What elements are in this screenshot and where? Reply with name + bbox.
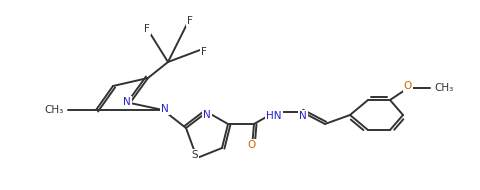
Text: N: N	[123, 97, 131, 107]
Text: S: S	[192, 150, 198, 160]
Text: F: F	[201, 47, 206, 57]
Text: CH₃: CH₃	[433, 83, 452, 93]
Text: HN: HN	[266, 111, 281, 121]
Text: O: O	[247, 140, 255, 150]
Text: F: F	[144, 24, 150, 34]
Text: F: F	[187, 16, 192, 26]
Text: O: O	[403, 81, 411, 91]
Text: N: N	[161, 104, 168, 114]
Text: CH₃: CH₃	[45, 105, 64, 115]
Text: N: N	[299, 111, 306, 121]
Text: N: N	[203, 110, 210, 120]
